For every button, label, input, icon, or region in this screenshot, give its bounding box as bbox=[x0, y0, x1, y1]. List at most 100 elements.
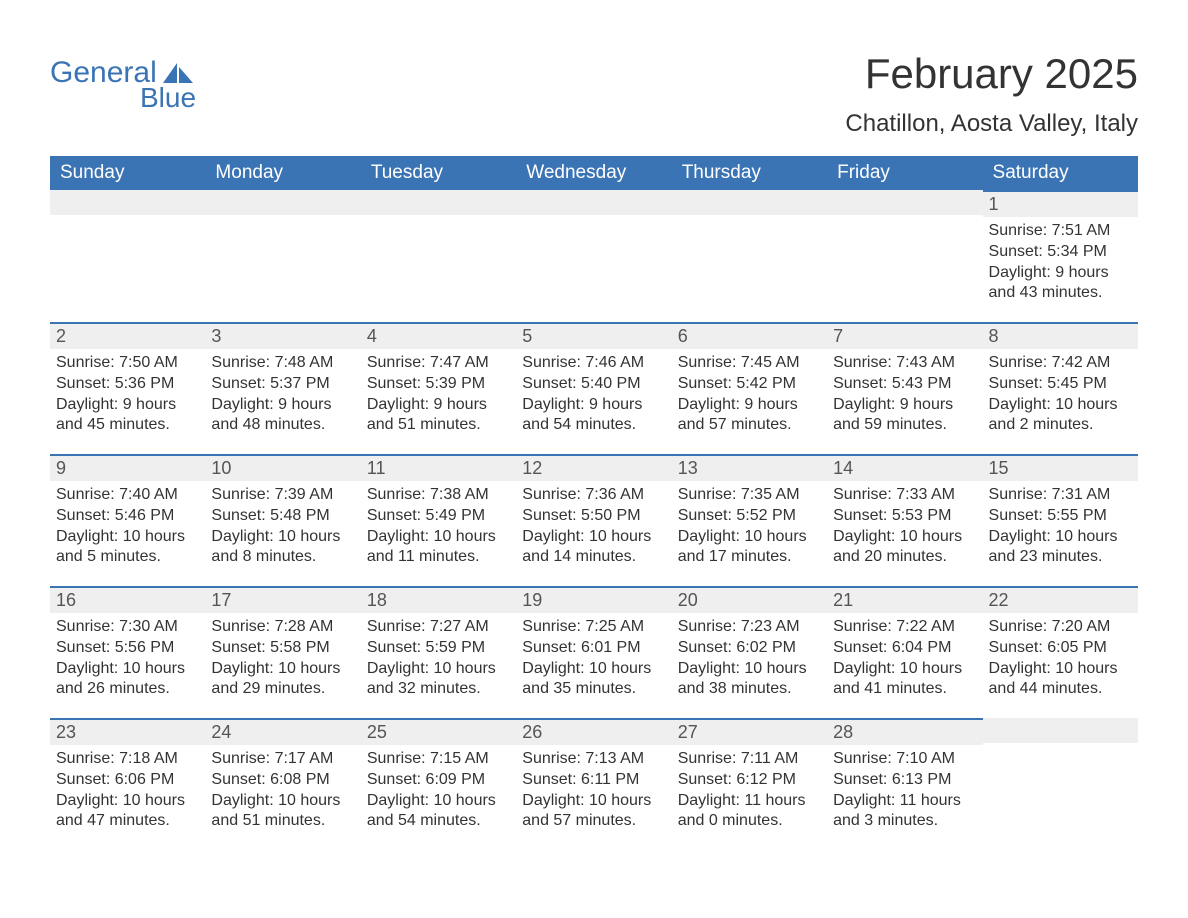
day-info: Sunrise: 7:18 AMSunset: 6:06 PMDaylight:… bbox=[50, 745, 205, 836]
calendar-cell: 13Sunrise: 7:35 AMSunset: 5:52 PMDayligh… bbox=[672, 454, 827, 586]
title-block: February 2025 Chatillon, Aosta Valley, I… bbox=[845, 50, 1138, 138]
day-daylight1: Daylight: 11 hours bbox=[833, 791, 980, 812]
day-info: Sunrise: 7:33 AMSunset: 5:53 PMDaylight:… bbox=[827, 481, 982, 572]
day-sunset: Sunset: 6:11 PM bbox=[522, 770, 669, 791]
day-info: Sunrise: 7:40 AMSunset: 5:46 PMDaylight:… bbox=[50, 481, 205, 572]
day-daylight2: and 17 minutes. bbox=[678, 547, 825, 568]
calendar-cell: 23Sunrise: 7:18 AMSunset: 6:06 PMDayligh… bbox=[50, 718, 205, 850]
day-daylight2: and 45 minutes. bbox=[56, 415, 203, 436]
day-sunset: Sunset: 5:43 PM bbox=[833, 374, 980, 395]
day-sunrise: Sunrise: 7:31 AM bbox=[989, 485, 1136, 506]
day-sunrise: Sunrise: 7:36 AM bbox=[522, 485, 669, 506]
day-number-empty bbox=[361, 190, 516, 215]
day-number: 24 bbox=[205, 718, 360, 745]
day-sunset: Sunset: 6:02 PM bbox=[678, 638, 825, 659]
day-daylight2: and 23 minutes. bbox=[989, 547, 1136, 568]
day-sunrise: Sunrise: 7:28 AM bbox=[211, 617, 358, 638]
day-sunrise: Sunrise: 7:33 AM bbox=[833, 485, 980, 506]
day-number: 26 bbox=[516, 718, 671, 745]
calendar-week: 9Sunrise: 7:40 AMSunset: 5:46 PMDaylight… bbox=[50, 454, 1138, 586]
calendar-cell: 16Sunrise: 7:30 AMSunset: 5:56 PMDayligh… bbox=[50, 586, 205, 718]
day-daylight1: Daylight: 10 hours bbox=[833, 659, 980, 680]
day-sunset: Sunset: 5:34 PM bbox=[989, 242, 1136, 263]
day-info: Sunrise: 7:13 AMSunset: 6:11 PMDaylight:… bbox=[516, 745, 671, 836]
day-sunset: Sunset: 6:13 PM bbox=[833, 770, 980, 791]
day-info: Sunrise: 7:39 AMSunset: 5:48 PMDaylight:… bbox=[205, 481, 360, 572]
day-sunset: Sunset: 5:46 PM bbox=[56, 506, 203, 527]
calendar-cell: 11Sunrise: 7:38 AMSunset: 5:49 PMDayligh… bbox=[361, 454, 516, 586]
day-info: Sunrise: 7:36 AMSunset: 5:50 PMDaylight:… bbox=[516, 481, 671, 572]
day-number: 7 bbox=[827, 322, 982, 349]
day-sunset: Sunset: 5:59 PM bbox=[367, 638, 514, 659]
day-daylight1: Daylight: 10 hours bbox=[989, 395, 1136, 416]
day-daylight1: Daylight: 10 hours bbox=[989, 659, 1136, 680]
day-sunset: Sunset: 5:56 PM bbox=[56, 638, 203, 659]
day-number: 14 bbox=[827, 454, 982, 481]
day-daylight2: and 8 minutes. bbox=[211, 547, 358, 568]
day-number: 19 bbox=[516, 586, 671, 613]
calendar-cell: 27Sunrise: 7:11 AMSunset: 6:12 PMDayligh… bbox=[672, 718, 827, 850]
calendar-cell bbox=[50, 190, 205, 322]
day-sunrise: Sunrise: 7:30 AM bbox=[56, 617, 203, 638]
calendar-cell: 8Sunrise: 7:42 AMSunset: 5:45 PMDaylight… bbox=[983, 322, 1138, 454]
day-number: 2 bbox=[50, 322, 205, 349]
calendar-cell: 24Sunrise: 7:17 AMSunset: 6:08 PMDayligh… bbox=[205, 718, 360, 850]
calendar-cell bbox=[672, 190, 827, 322]
day-sunrise: Sunrise: 7:27 AM bbox=[367, 617, 514, 638]
day-daylight1: Daylight: 9 hours bbox=[989, 263, 1136, 284]
day-daylight2: and 51 minutes. bbox=[367, 415, 514, 436]
day-number: 1 bbox=[983, 190, 1138, 217]
day-info: Sunrise: 7:48 AMSunset: 5:37 PMDaylight:… bbox=[205, 349, 360, 440]
day-daylight2: and 11 minutes. bbox=[367, 547, 514, 568]
day-info: Sunrise: 7:45 AMSunset: 5:42 PMDaylight:… bbox=[672, 349, 827, 440]
logo-text-blue: Blue bbox=[140, 84, 196, 112]
day-sunset: Sunset: 6:06 PM bbox=[56, 770, 203, 791]
day-header: Friday bbox=[827, 156, 982, 190]
day-info: Sunrise: 7:31 AMSunset: 5:55 PMDaylight:… bbox=[983, 481, 1138, 572]
day-sunrise: Sunrise: 7:40 AM bbox=[56, 485, 203, 506]
day-info: Sunrise: 7:28 AMSunset: 5:58 PMDaylight:… bbox=[205, 613, 360, 704]
day-sunrise: Sunrise: 7:22 AM bbox=[833, 617, 980, 638]
day-sunset: Sunset: 5:48 PM bbox=[211, 506, 358, 527]
day-number: 6 bbox=[672, 322, 827, 349]
day-number: 23 bbox=[50, 718, 205, 745]
day-daylight2: and 14 minutes. bbox=[522, 547, 669, 568]
day-sunrise: Sunrise: 7:10 AM bbox=[833, 749, 980, 770]
day-number: 10 bbox=[205, 454, 360, 481]
day-info: Sunrise: 7:38 AMSunset: 5:49 PMDaylight:… bbox=[361, 481, 516, 572]
day-sunrise: Sunrise: 7:46 AM bbox=[522, 353, 669, 374]
day-number: 12 bbox=[516, 454, 671, 481]
day-sunrise: Sunrise: 7:13 AM bbox=[522, 749, 669, 770]
day-sunrise: Sunrise: 7:18 AM bbox=[56, 749, 203, 770]
day-daylight2: and 54 minutes. bbox=[522, 415, 669, 436]
day-daylight2: and 38 minutes. bbox=[678, 679, 825, 700]
day-sunset: Sunset: 5:36 PM bbox=[56, 374, 203, 395]
day-sunrise: Sunrise: 7:45 AM bbox=[678, 353, 825, 374]
day-header: Saturday bbox=[983, 156, 1138, 190]
calendar-cell: 26Sunrise: 7:13 AMSunset: 6:11 PMDayligh… bbox=[516, 718, 671, 850]
day-daylight1: Daylight: 9 hours bbox=[367, 395, 514, 416]
day-info: Sunrise: 7:50 AMSunset: 5:36 PMDaylight:… bbox=[50, 349, 205, 440]
day-sunset: Sunset: 5:53 PM bbox=[833, 506, 980, 527]
day-number: 20 bbox=[672, 586, 827, 613]
calendar-cell: 19Sunrise: 7:25 AMSunset: 6:01 PMDayligh… bbox=[516, 586, 671, 718]
day-daylight1: Daylight: 10 hours bbox=[833, 527, 980, 548]
calendar-table: SundayMondayTuesdayWednesdayThursdayFrid… bbox=[50, 156, 1138, 850]
day-number: 16 bbox=[50, 586, 205, 613]
day-sunrise: Sunrise: 7:20 AM bbox=[989, 617, 1136, 638]
day-daylight1: Daylight: 10 hours bbox=[211, 527, 358, 548]
day-daylight1: Daylight: 10 hours bbox=[56, 791, 203, 812]
day-daylight2: and 47 minutes. bbox=[56, 811, 203, 832]
day-sunrise: Sunrise: 7:47 AM bbox=[367, 353, 514, 374]
day-daylight1: Daylight: 10 hours bbox=[989, 527, 1136, 548]
day-daylight1: Daylight: 10 hours bbox=[678, 659, 825, 680]
calendar-cell: 21Sunrise: 7:22 AMSunset: 6:04 PMDayligh… bbox=[827, 586, 982, 718]
day-daylight1: Daylight: 10 hours bbox=[211, 659, 358, 680]
calendar-cell: 18Sunrise: 7:27 AMSunset: 5:59 PMDayligh… bbox=[361, 586, 516, 718]
day-daylight2: and 5 minutes. bbox=[56, 547, 203, 568]
calendar-cell: 14Sunrise: 7:33 AMSunset: 5:53 PMDayligh… bbox=[827, 454, 982, 586]
logo: General Blue bbox=[50, 50, 196, 112]
day-daylight2: and 57 minutes. bbox=[522, 811, 669, 832]
calendar-cell bbox=[361, 190, 516, 322]
calendar-cell bbox=[827, 190, 982, 322]
